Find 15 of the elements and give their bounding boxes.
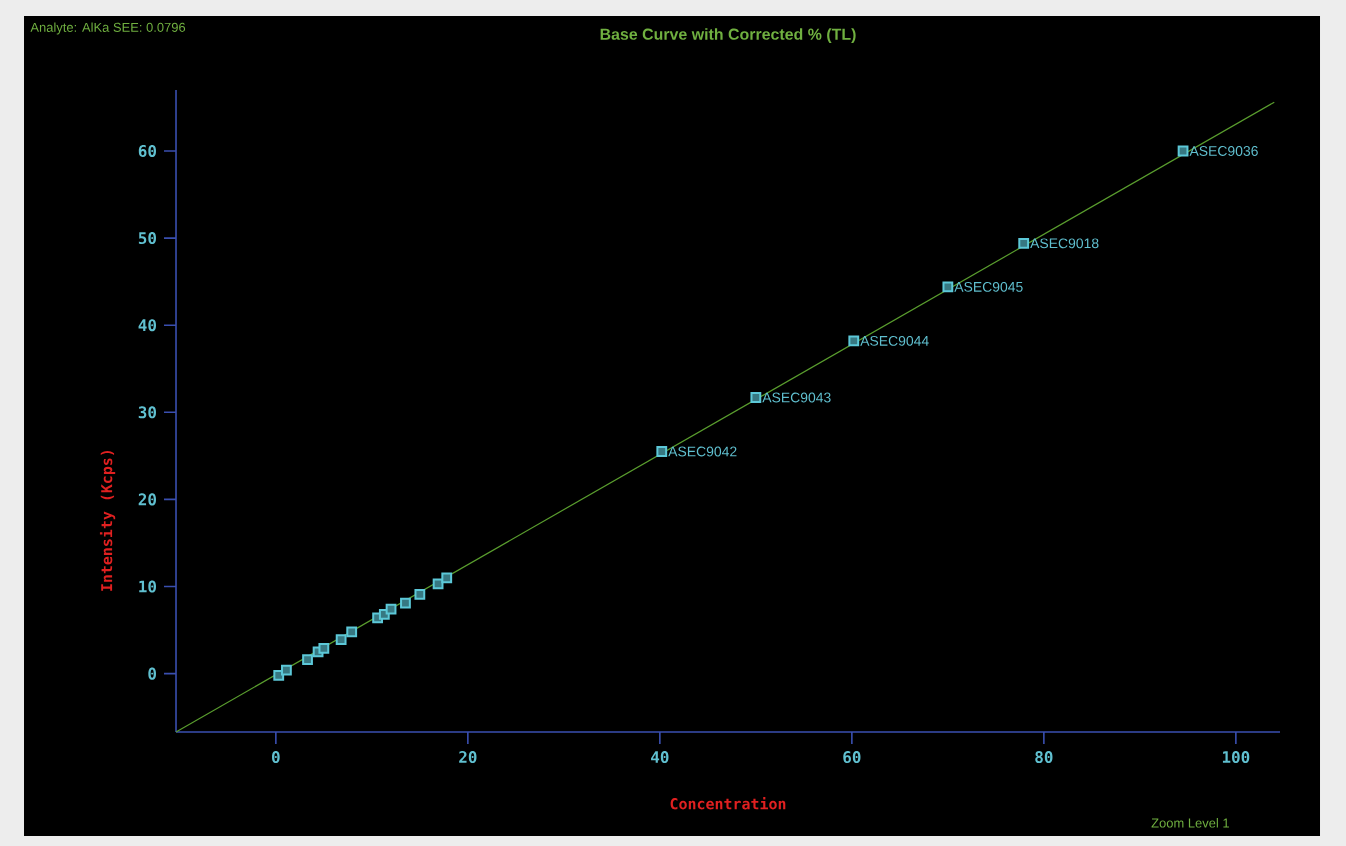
point: [400, 597, 411, 609]
point: [273, 669, 285, 681]
point: [318, 642, 330, 654]
point: [281, 664, 292, 676]
point: [414, 588, 426, 600]
point: [1018, 237, 1030, 249]
point: [848, 335, 860, 347]
point: [346, 626, 358, 638]
point: [302, 654, 313, 666]
point: [385, 603, 397, 615]
point: [441, 572, 453, 584]
point: [656, 446, 668, 457]
point: [750, 392, 762, 403]
point: [942, 281, 954, 293]
point: [335, 634, 347, 646]
